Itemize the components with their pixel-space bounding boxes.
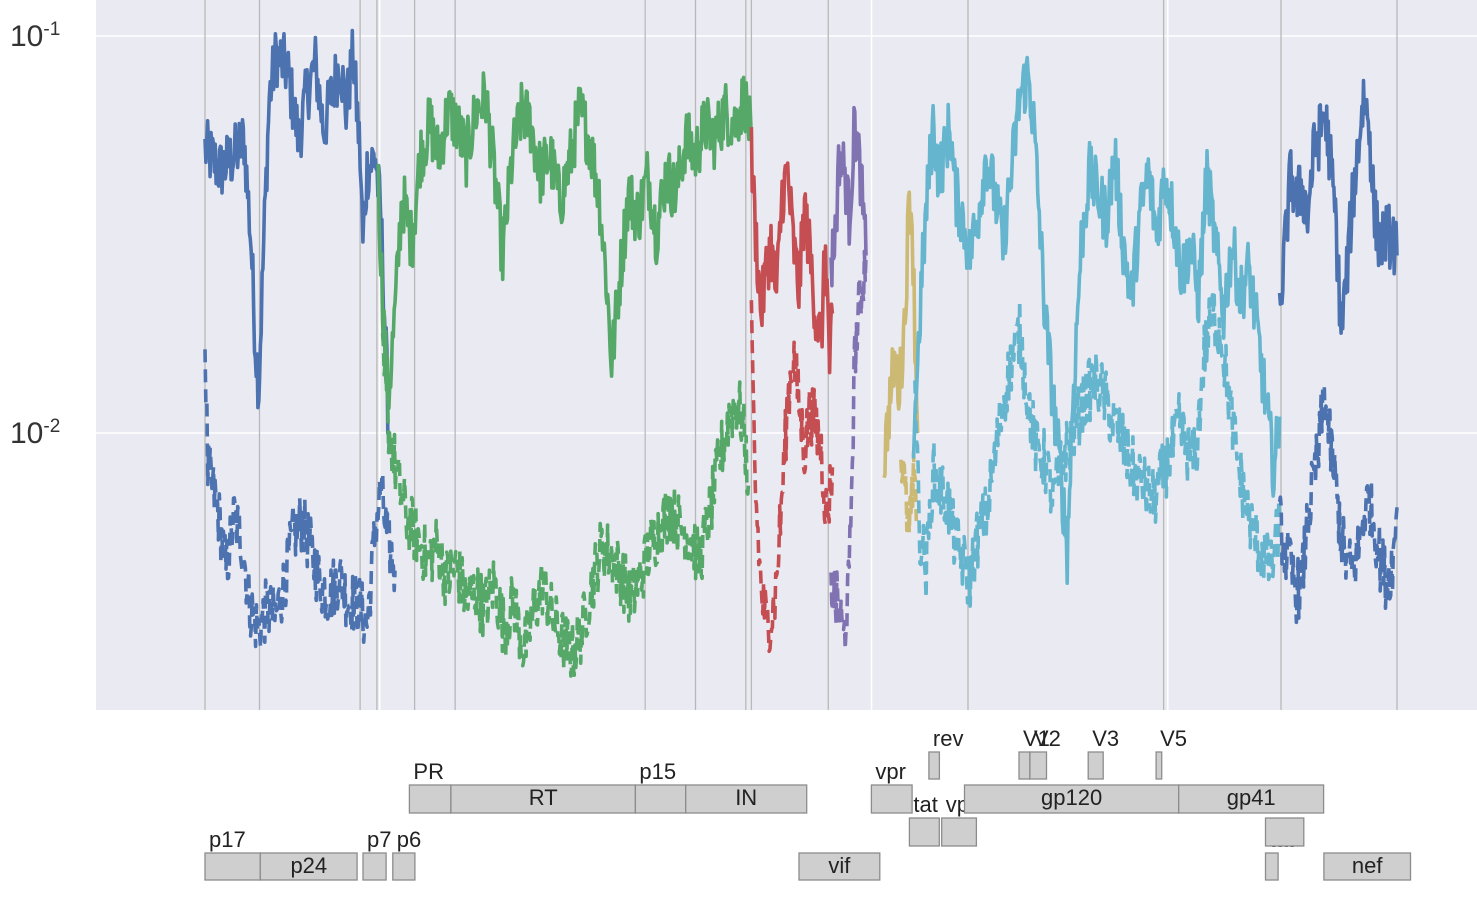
gene-p6: p6 bbox=[392, 827, 421, 881]
series-line-4-dashed bbox=[380, 333, 751, 678]
gene-gp41: gp41 bbox=[1178, 784, 1325, 814]
gene-label: vif bbox=[828, 853, 851, 878]
gene-label: PR bbox=[413, 759, 444, 784]
gene-box bbox=[362, 852, 387, 881]
gene-V1: V1 bbox=[1018, 726, 1050, 780]
gene-box bbox=[1323, 852, 1412, 881]
series-line-9-solid bbox=[882, 190, 920, 479]
gene-rev: rev bbox=[928, 726, 964, 780]
gene-label: rev bbox=[933, 726, 964, 751]
gene-box bbox=[908, 817, 940, 847]
series-line-3-solid bbox=[376, 71, 754, 412]
gene-gp120: gp120 bbox=[963, 784, 1180, 814]
gene-box bbox=[798, 852, 881, 881]
gene-box bbox=[1029, 751, 1048, 780]
series-line-11-solid bbox=[911, 55, 1282, 585]
gene-box bbox=[1018, 751, 1031, 780]
gene-box bbox=[634, 784, 687, 814]
gene-p24: p24 bbox=[259, 852, 358, 881]
gene-box bbox=[259, 852, 358, 881]
gene-label: p17 bbox=[209, 827, 246, 852]
gene-box bbox=[1178, 784, 1325, 814]
gene-label: V2 bbox=[1034, 726, 1061, 751]
gene-p15: p15 bbox=[634, 759, 687, 814]
gene-nef: nef bbox=[1323, 852, 1412, 881]
y-tick-label: 10-1 bbox=[10, 19, 60, 53]
gene-V3: V3 bbox=[1087, 726, 1119, 780]
gene-IN: IN bbox=[685, 784, 808, 814]
gene-label: V3 bbox=[1092, 726, 1119, 751]
gene-box bbox=[1155, 751, 1163, 780]
gene-label: p6 bbox=[397, 827, 421, 852]
y-tick-base: 10 bbox=[10, 20, 43, 53]
series-line-13-solid bbox=[1277, 78, 1399, 335]
gene-label: p24 bbox=[290, 853, 327, 878]
gene-box bbox=[1264, 817, 1305, 847]
gene-box bbox=[408, 784, 452, 814]
gene-vif: vif bbox=[798, 852, 881, 881]
series-line-2-dashed bbox=[203, 349, 397, 650]
gene-label: RT bbox=[529, 785, 558, 810]
gene-box bbox=[1264, 852, 1279, 881]
series-line-14-dashed bbox=[1277, 383, 1399, 625]
gene-box bbox=[941, 817, 978, 847]
gene-box bbox=[685, 784, 808, 814]
gene-tat: tat bbox=[908, 792, 940, 847]
gene-label: gp41 bbox=[1227, 785, 1276, 810]
gene-label: tat bbox=[913, 792, 937, 817]
data-series bbox=[203, 28, 1399, 678]
gene-label: gp120 bbox=[1041, 785, 1102, 810]
gene-label: nef bbox=[1352, 853, 1383, 878]
gene-label: IN bbox=[735, 785, 757, 810]
gene-label: p7 bbox=[367, 827, 391, 852]
y-tick-base: 10 bbox=[10, 417, 43, 450]
y-tick-label: 10-2 bbox=[10, 416, 60, 450]
gene-label: vpr bbox=[875, 759, 906, 784]
gene-annotation-track: p17p24p7p6viftatneftatvpurevPRRTp15INvpr… bbox=[204, 726, 1412, 881]
y-tick-exponent: -2 bbox=[43, 416, 60, 437]
gene-box bbox=[204, 852, 261, 881]
gene-box bbox=[1087, 751, 1104, 780]
gene-RT: RT bbox=[450, 784, 637, 814]
gene-p7: p7 bbox=[362, 827, 391, 881]
series-line-6-dashed bbox=[749, 300, 835, 654]
gene-vpr: vpr bbox=[870, 759, 913, 814]
grid bbox=[96, 0, 1477, 710]
gene-box bbox=[870, 784, 913, 814]
gene-label: p15 bbox=[639, 759, 676, 784]
series-line-1-solid bbox=[203, 28, 392, 452]
series-line-8-dashed bbox=[829, 249, 868, 651]
gene-V2: V2 bbox=[1029, 726, 1061, 780]
gene-p17: p17 bbox=[204, 827, 261, 881]
series-line-7-solid bbox=[829, 105, 868, 288]
gene-label: V5 bbox=[1160, 726, 1187, 751]
gene-box bbox=[392, 852, 416, 881]
gene-PR: PR bbox=[408, 759, 452, 814]
series-line-5-solid bbox=[749, 127, 835, 375]
gene-box bbox=[928, 751, 941, 780]
series-line-12-dashed bbox=[913, 293, 1282, 608]
gene-V5: V5 bbox=[1155, 726, 1187, 780]
y-tick-exponent: -1 bbox=[43, 19, 60, 40]
y-axis-ticks: 10-110-2 bbox=[10, 19, 60, 450]
gene-box bbox=[450, 784, 637, 814]
gene-label: V1 bbox=[1023, 726, 1050, 751]
